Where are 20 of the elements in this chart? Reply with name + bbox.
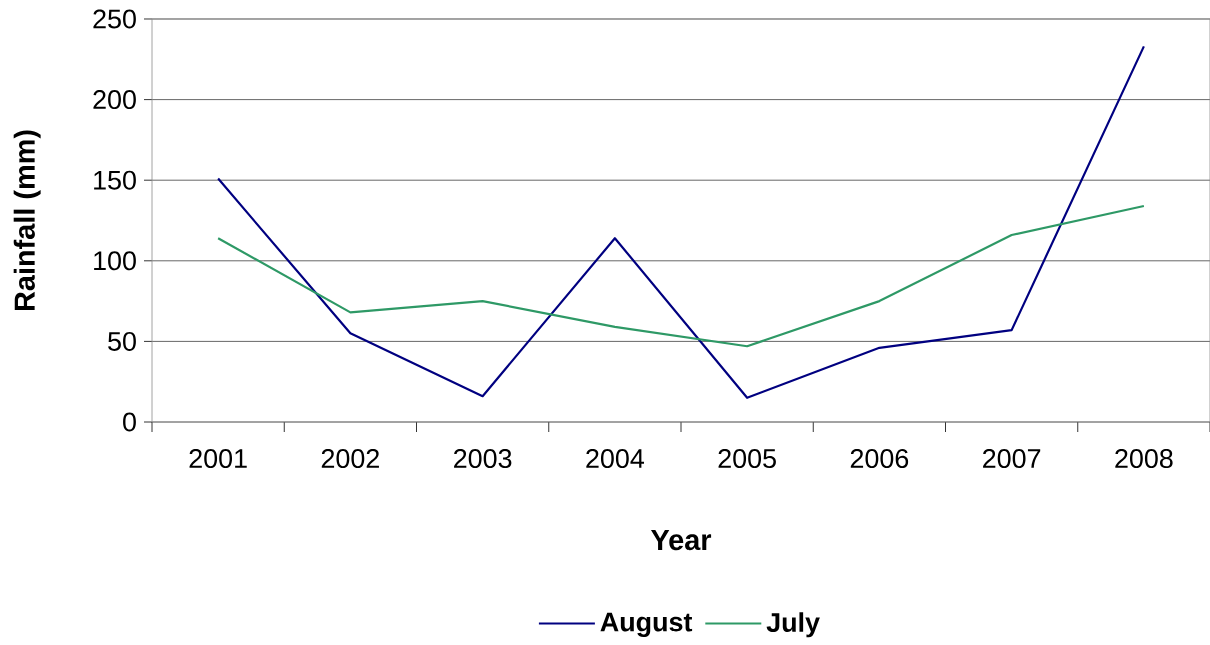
x-tick-label: 2008 <box>1115 449 1173 469</box>
x-tick-label: 2001 <box>189 449 247 469</box>
line-series <box>217 45 1145 399</box>
y-tick-label: 100 <box>94 251 136 271</box>
x-tick-label: 2003 <box>454 449 512 469</box>
legend-label: August <box>600 612 693 637</box>
y-tick-label: 250 <box>93 9 136 29</box>
x-tick-label: 2006 <box>850 449 909 469</box>
x-tick-label: 2002 <box>321 449 379 469</box>
legend-label: July <box>766 612 820 638</box>
x-tick-label: 2007 <box>983 449 1041 469</box>
x-tick-label: 2005 <box>718 449 776 469</box>
y-tick-label: 200 <box>93 90 136 110</box>
line-series <box>217 204 1145 348</box>
y-tick-label: 50 <box>108 331 136 351</box>
x-tick-label: 2004 <box>586 449 645 469</box>
y-tick-label: 0 <box>123 412 136 432</box>
y-tick-label: 150 <box>94 170 136 190</box>
y-axis-title: Rainfall (mm) <box>13 130 41 311</box>
x-axis-title: Year <box>650 530 712 551</box>
